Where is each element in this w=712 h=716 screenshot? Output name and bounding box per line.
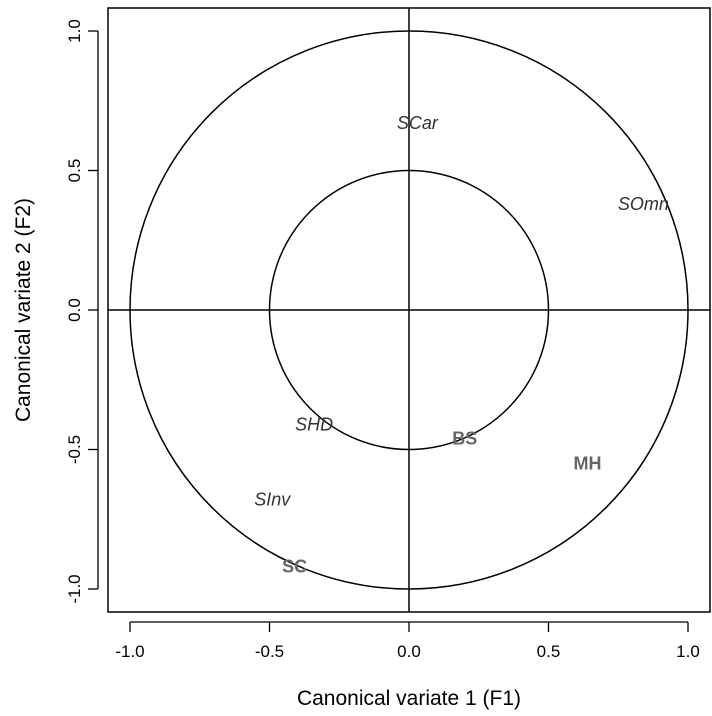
point-label-sinv: SInv [254,490,291,510]
point-label-somn: SOmn [618,194,669,214]
y-tick-label-3: 0.5 [65,159,84,183]
point-label-bs: BS [452,428,477,448]
point-label-scar: SCar [397,113,439,133]
point-label-mh: MH [574,453,602,473]
point-label-shd: SHD [295,414,333,434]
x-tick-label-2: 0.0 [397,642,421,661]
y-tick-label-2: 0.0 [65,298,84,322]
x-axis-label: Canonical variate 1 (F1) [297,687,521,710]
y-tick-label-1: -0.5 [65,435,84,464]
x-tick-label-1: -0.5 [255,642,284,661]
y-tick-label-4: 1.0 [65,19,84,43]
point-label-sc: SC [282,557,307,577]
x-tick-label-4: 1.0 [676,642,700,661]
x-tick-label-3: 0.5 [537,642,561,661]
y-axis-label: Canonical variate 2 (F2) [12,198,35,422]
y-tick-label-0: -1.0 [65,574,84,603]
x-tick-label-0: -1.0 [115,642,144,661]
